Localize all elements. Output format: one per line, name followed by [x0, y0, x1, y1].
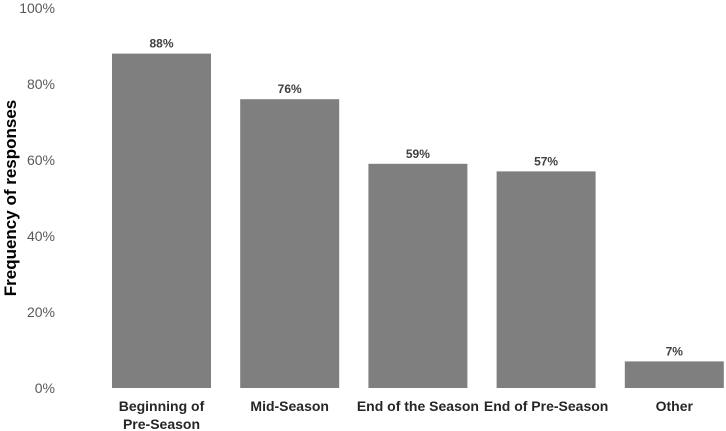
data-label: 57%	[534, 154, 558, 168]
x-category-label: End of Pre-Season	[484, 398, 608, 414]
data-label: 88%	[149, 37, 173, 51]
bar	[496, 171, 596, 388]
bar	[240, 99, 340, 388]
x-category-label: Mid-Season	[250, 398, 329, 414]
y-tick-label: 0%	[35, 380, 55, 396]
y-tick-label: 80%	[27, 76, 55, 92]
bar	[112, 53, 211, 388]
data-label: 76%	[278, 82, 302, 96]
data-label: 59%	[406, 147, 430, 161]
y-tick-label: 100%	[19, 0, 55, 16]
x-category-label: End of the Season	[357, 398, 479, 414]
x-category-label: Beginning of	[119, 398, 205, 414]
x-category-label: Other	[656, 398, 694, 414]
y-tick-label: 60%	[27, 152, 55, 168]
bar	[624, 361, 724, 388]
data-label: 7%	[666, 344, 684, 358]
y-tick-label: 40%	[27, 228, 55, 244]
y-tick-label: 20%	[27, 304, 55, 320]
x-category-label: Pre-Season	[123, 416, 200, 431]
bar	[368, 163, 468, 388]
y-axis-label: Frequency of responses	[1, 100, 20, 297]
